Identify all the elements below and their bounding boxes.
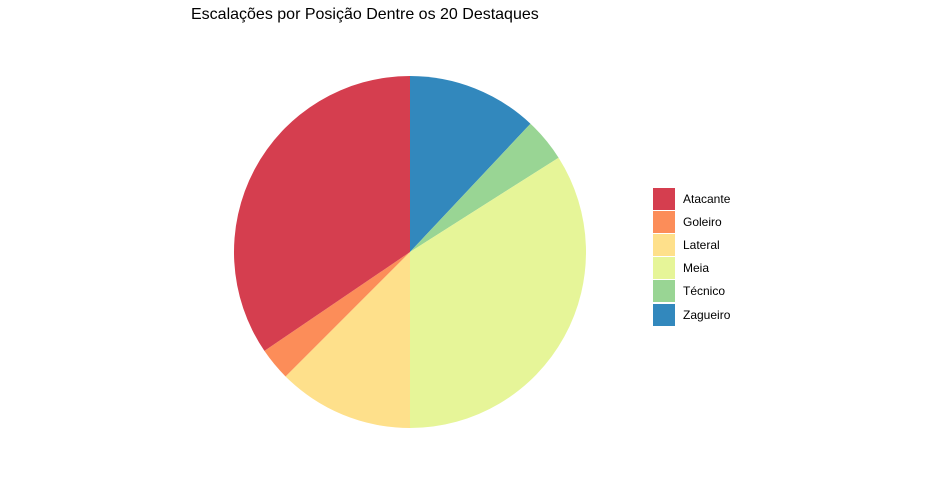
legend-item-zagueiro: Zagueiro xyxy=(653,303,730,326)
legend-key-tecnico xyxy=(653,280,675,303)
legend-key-atacante xyxy=(653,187,675,210)
legend-key-zagueiro xyxy=(653,303,675,326)
legend-label: Goleiro xyxy=(683,214,722,229)
pie-slice-zagueiro xyxy=(410,76,531,252)
legend-label: Atacante xyxy=(683,191,731,206)
legend-item-meia: Meia xyxy=(653,257,730,280)
legend-label: Zagueiro xyxy=(683,307,731,322)
legend-key-goleiro xyxy=(653,210,675,233)
pie-slice-tecnico xyxy=(410,123,559,252)
pie-slice-goleiro xyxy=(264,252,410,377)
legend-key-meia xyxy=(653,257,675,280)
legend-item-atacante: Atacante xyxy=(653,187,730,210)
legend-key-lateral xyxy=(653,233,675,256)
chart-title: Escalações por Posição Dentre os 20 Dest… xyxy=(191,6,539,23)
legend-label: Técnico xyxy=(683,284,726,299)
pie-slice-meia xyxy=(410,157,587,428)
pie-slice-atacante xyxy=(233,76,410,351)
legend-label: Lateral xyxy=(683,237,720,252)
legend-item-tecnico: Técnico xyxy=(653,280,730,303)
legend-label: Meia xyxy=(683,261,710,276)
pie-slice-lateral xyxy=(285,252,410,428)
legend: Atacante Goleiro Lateral Meia Técnico Zagueir… xyxy=(653,187,730,326)
legend-item-lateral: Lateral xyxy=(653,233,730,256)
legend-item-goleiro: Goleiro xyxy=(653,210,730,233)
